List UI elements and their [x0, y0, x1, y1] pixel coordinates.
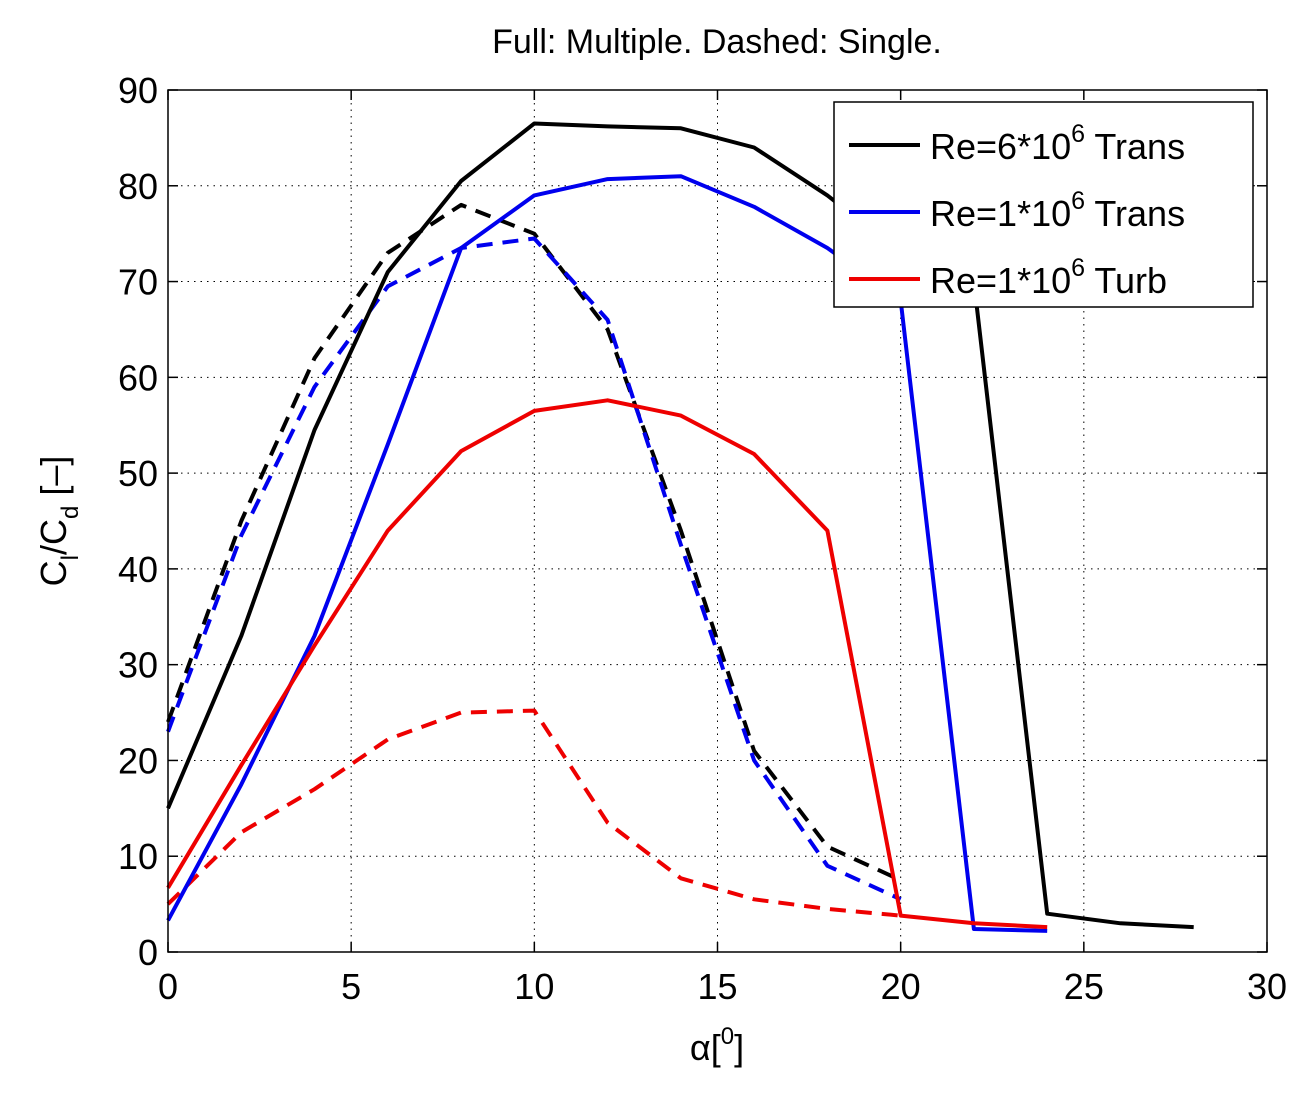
- y-tick-label-1: 10: [118, 836, 158, 877]
- legend-label-0: Re=6*106 Trans: [930, 120, 1185, 167]
- legend-label-exp-0: 6: [1071, 120, 1085, 148]
- series-line-5-dashed: [166, 708, 901, 918]
- x-axis-label-symbol: α: [690, 1027, 711, 1068]
- x-tick-label-2: 10: [514, 966, 554, 1007]
- series-line-3-dashed: [166, 202, 902, 883]
- plot-series: [166, 121, 1194, 933]
- chart-title: Full: Multiple. Dashed: Single.: [492, 23, 942, 61]
- series-line-2-solid: [166, 398, 1048, 930]
- legend-box: [833, 101, 1254, 308]
- legend-label-2: Re=1*106 Turb: [930, 254, 1167, 301]
- y-axis-label-main: C: [33, 560, 74, 586]
- x-axis-label-open: [: [711, 1027, 721, 1068]
- legend-label-base-1: Re=1*10: [930, 193, 1071, 234]
- y-tick-label-2: 20: [118, 740, 158, 781]
- x-tick-label-1: 5: [341, 966, 361, 1007]
- legend-label-1: Re=1*106 Trans: [930, 187, 1185, 234]
- x-tick-label-5: 25: [1064, 966, 1104, 1007]
- x-tick-labels: 0 5 10 15 20 25 30: [158, 966, 1287, 1007]
- y-axis-label-slash: /C: [33, 519, 74, 555]
- y-tick-labels: 0 10 20 30 40 50 60 70 80 90: [118, 70, 158, 973]
- y-axis-label-sub2: d: [57, 506, 84, 519]
- legend-label-exp-1: 6: [1071, 187, 1085, 215]
- x-axis-label: α[0]: [690, 1023, 744, 1068]
- x-axis-label-close: ]: [734, 1027, 744, 1068]
- y-tick-label-9: 90: [118, 70, 158, 111]
- x-axis-label-sup: 0: [721, 1023, 734, 1050]
- legend-label-base-2: Re=1*10: [930, 260, 1071, 301]
- y-tick-label-0: 0: [138, 932, 158, 973]
- series-line-4-dashed: [166, 236, 902, 902]
- x-tick-label-4: 20: [881, 966, 921, 1007]
- y-tick-label-6: 60: [118, 357, 158, 398]
- y-tick-label-8: 80: [118, 166, 158, 207]
- legend-label-suffix-0: Trans: [1085, 126, 1185, 167]
- legend-label-suffix-1: Trans: [1085, 193, 1185, 234]
- x-tick-label-0: 0: [158, 966, 178, 1007]
- legend-label-suffix-2: Turb: [1085, 260, 1167, 301]
- y-axis-label: Cl/Cd [–]: [33, 456, 84, 587]
- y-tick-label-7: 70: [118, 262, 158, 303]
- x-tick-label-3: 15: [697, 966, 737, 1007]
- legend-label-exp-2: 6: [1071, 254, 1085, 282]
- y-tick-label-3: 30: [118, 645, 158, 686]
- y-axis-label-sub1: l: [57, 555, 84, 560]
- y-axis-label-unit: [–]: [33, 456, 74, 506]
- x-tick-label-6: 30: [1247, 966, 1287, 1007]
- y-tick-label-5: 50: [118, 453, 158, 494]
- ticks: [167, 89, 1268, 953]
- series-line-0-solid: [166, 121, 1194, 930]
- y-tick-label-4: 40: [118, 549, 158, 590]
- legend-label-base-0: Re=6*10: [930, 126, 1071, 167]
